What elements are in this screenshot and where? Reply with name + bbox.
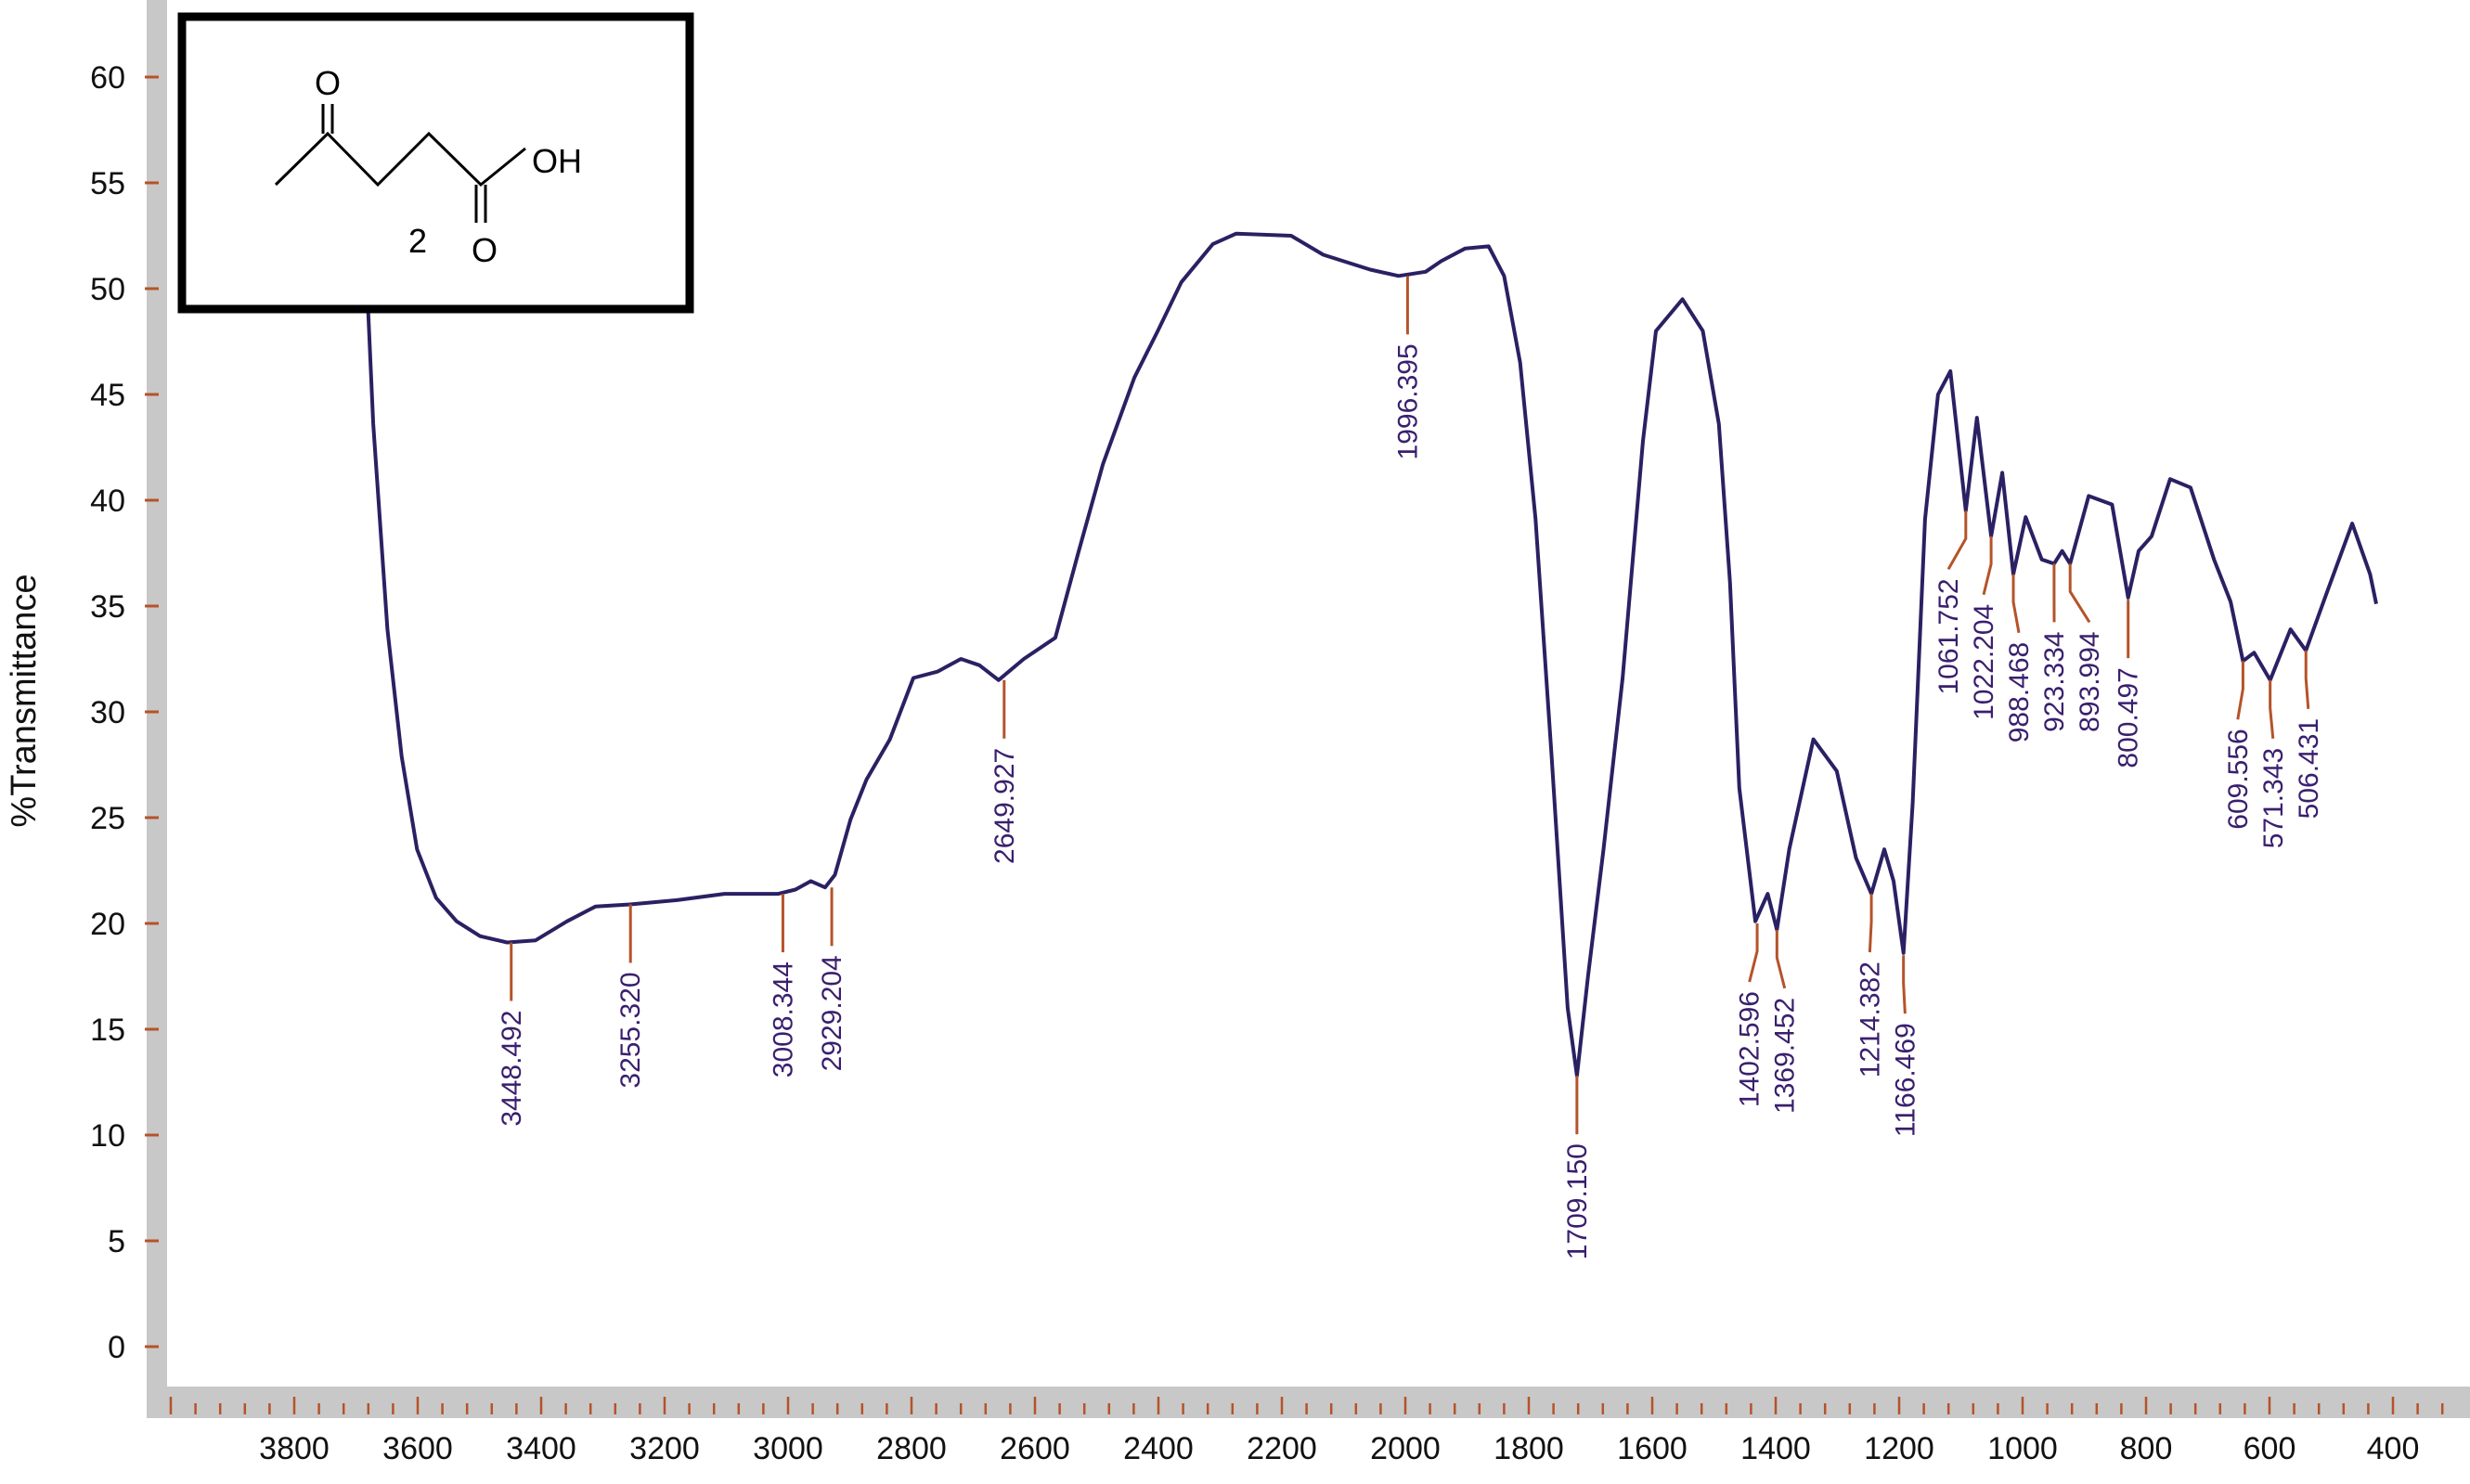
peak-label: 2929.204 bbox=[817, 955, 847, 1071]
peak-label: 1022.204 bbox=[1969, 604, 1999, 720]
y-tick-label: 10 bbox=[90, 1118, 125, 1154]
y-tick-label: 20 bbox=[90, 907, 125, 942]
peak-label: 800.497 bbox=[2114, 667, 2144, 768]
y-tick-label: 25 bbox=[90, 801, 125, 836]
x-tick-label: 1200 bbox=[1864, 1431, 1934, 1466]
x-tick-label: 3000 bbox=[753, 1431, 823, 1466]
peak-label: 571.343 bbox=[2258, 748, 2289, 848]
peak-label: 1996.395 bbox=[1392, 343, 1423, 459]
y-axis-label: %Transmittance bbox=[5, 574, 44, 827]
y-tick-label: 35 bbox=[90, 589, 125, 625]
x-tick-label: 2600 bbox=[1000, 1431, 1070, 1466]
x-tick-label: 3600 bbox=[382, 1431, 453, 1466]
peak-label: 1709.150 bbox=[1562, 1143, 1593, 1259]
peak-marker bbox=[1904, 955, 1906, 1013]
y-tick-label: 30 bbox=[90, 695, 125, 730]
peak-label: 1369.452 bbox=[1770, 998, 1801, 1114]
x-tick-label: 600 bbox=[2244, 1431, 2296, 1466]
x-tick-label: 400 bbox=[2367, 1431, 2420, 1466]
x-tick-label: 1400 bbox=[1740, 1431, 1811, 1466]
peak-label: 923.334 bbox=[2039, 631, 2070, 731]
x-tick-label: 3800 bbox=[259, 1431, 330, 1466]
y-tick-label: 40 bbox=[90, 484, 125, 519]
x-tick-label: 1800 bbox=[1494, 1431, 1564, 1466]
x-tick-label: 2400 bbox=[1123, 1431, 1194, 1466]
ketone-oxygen-label: O bbox=[315, 64, 341, 102]
peak-label: 609.556 bbox=[2223, 729, 2254, 829]
peak-marker bbox=[1869, 894, 1871, 952]
y-tick-label: 60 bbox=[90, 60, 125, 96]
acid-oxygen-label: O bbox=[472, 231, 498, 269]
y-tick-label: 55 bbox=[90, 166, 125, 201]
x-tick-label: 1600 bbox=[1617, 1431, 1688, 1466]
x-tick-label: 3400 bbox=[506, 1431, 576, 1466]
peak-label: 3448.492 bbox=[497, 1011, 527, 1127]
peak-label: 1061.752 bbox=[1933, 578, 1964, 694]
y-tick-label: 15 bbox=[90, 1013, 125, 1048]
peak-label: 2649.927 bbox=[989, 748, 1020, 864]
peak-label: 893.994 bbox=[2075, 631, 2105, 731]
inset-frame bbox=[182, 17, 690, 309]
y-tick-label: 5 bbox=[108, 1224, 125, 1259]
peak-label: 1402.596 bbox=[1735, 991, 1765, 1107]
peak-label: 988.468 bbox=[2004, 642, 2035, 742]
structure-inset: O OH O 2 bbox=[182, 17, 690, 309]
peak-label: 3255.320 bbox=[615, 972, 646, 1088]
y-tick-label: 50 bbox=[90, 272, 125, 307]
x-tick-label: 2200 bbox=[1247, 1431, 1317, 1466]
x-tick-label: 1000 bbox=[1987, 1431, 2058, 1466]
x-tick-label: 3200 bbox=[629, 1431, 700, 1466]
x-tick-label: 2800 bbox=[876, 1431, 947, 1466]
y-tick-label: 45 bbox=[90, 378, 125, 413]
peak-label: 506.431 bbox=[2294, 718, 2324, 819]
peak-label: 1214.382 bbox=[1855, 961, 1885, 1078]
peak-label: 1166.469 bbox=[1890, 1023, 1920, 1137]
hydroxyl-label: OH bbox=[532, 142, 582, 180]
x-tick-label: 800 bbox=[2120, 1431, 2173, 1466]
y-tick-label: 0 bbox=[108, 1330, 125, 1365]
x-tick-label: 2000 bbox=[1370, 1431, 1441, 1466]
peak-label: 3008.344 bbox=[768, 961, 798, 1078]
y-axis-bar bbox=[147, 0, 167, 1418]
compound-number: 2 bbox=[408, 222, 427, 260]
